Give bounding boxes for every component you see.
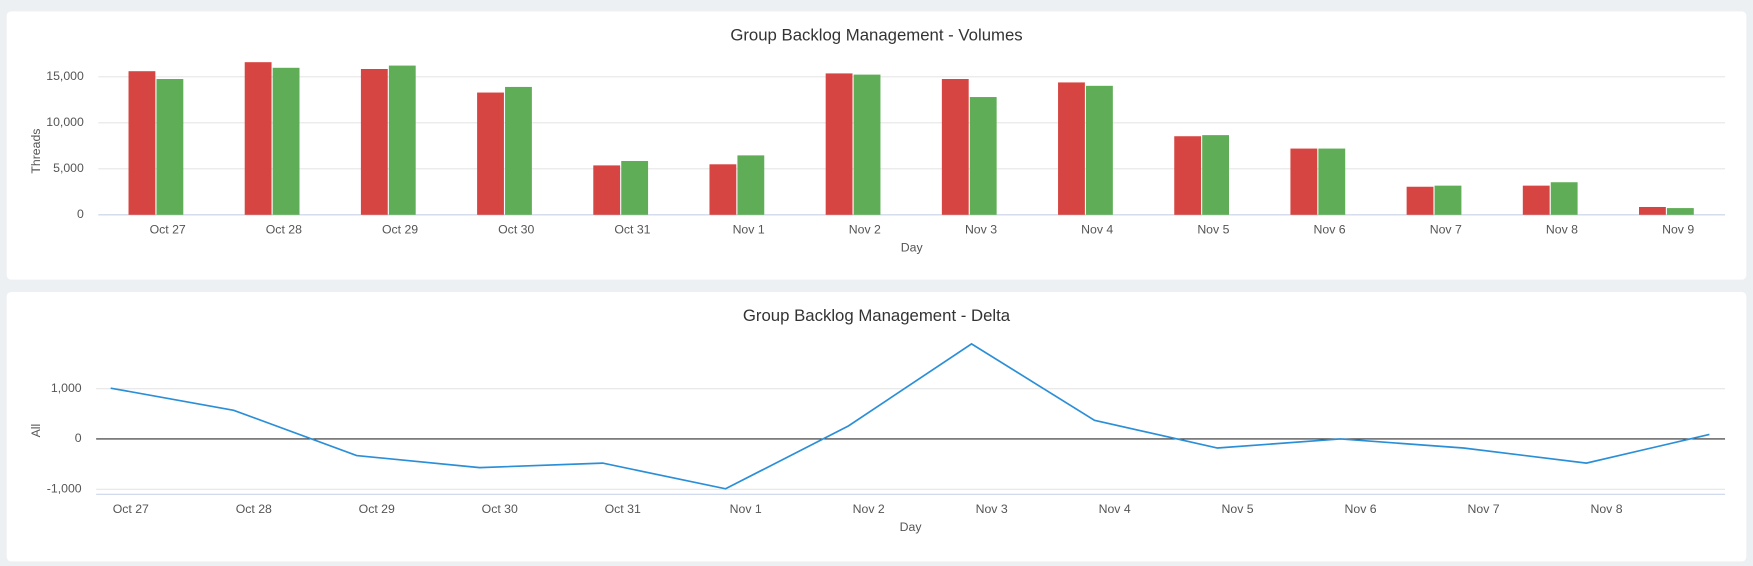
- bar: [1550, 182, 1578, 215]
- bar: [1639, 206, 1666, 215]
- bar: [1522, 185, 1550, 215]
- y-axis-title: Threads: [29, 129, 43, 174]
- x-tick-label: Nov 3: [976, 502, 1008, 516]
- x-tick-label: Oct 30: [482, 502, 518, 516]
- x-tick-label: Nov 9: [1662, 223, 1694, 237]
- chart-title: Group Backlog Management - Volumes: [730, 25, 1022, 44]
- line: [110, 342, 1710, 490]
- y-tick-label: 1,000: [51, 381, 82, 395]
- x-tick-label: Nov 5: [1197, 223, 1229, 237]
- bar: [244, 62, 272, 215]
- bar: [505, 86, 532, 215]
- x-axis-title: Day: [900, 520, 923, 534]
- x-tick-label: Nov 6: [1314, 223, 1346, 237]
- bar: [1202, 135, 1230, 215]
- x-tick-label: Oct 28: [236, 502, 272, 516]
- bar: [737, 155, 765, 215]
- bar: [853, 74, 881, 215]
- bar: [825, 73, 853, 215]
- x-tick-label: Nov 4: [1099, 502, 1131, 516]
- x-tick-label: Oct 29: [359, 502, 395, 516]
- bar: [593, 165, 621, 215]
- x-tick-label: Nov 3: [965, 223, 997, 237]
- x-tick-label: Oct 30: [498, 223, 534, 237]
- x-tick-label: Oct 31: [614, 223, 650, 237]
- bar: [1174, 136, 1202, 215]
- bar: [360, 68, 388, 215]
- x-axis-title: Day: [901, 241, 924, 255]
- x-tick-label: Nov 2: [853, 502, 885, 516]
- x-tick-label: Nov 8: [1590, 502, 1622, 516]
- y-tick-label: 10,000: [46, 115, 84, 129]
- bar: [1666, 208, 1694, 215]
- bar: [477, 92, 504, 215]
- bar: [1406, 186, 1434, 215]
- x-tick-label: Oct 31: [605, 502, 641, 516]
- chart-title: Group Backlog Management - Delta: [743, 306, 1011, 325]
- x-tick-label: Nov 1: [733, 223, 765, 237]
- bar: [272, 67, 300, 215]
- bar: [621, 160, 649, 215]
- x-tick-label: Nov 4: [1081, 223, 1113, 237]
- x-tick-label: Nov 1: [730, 502, 762, 516]
- bar: [388, 65, 416, 215]
- bar: [1290, 148, 1318, 215]
- x-tick-label: Oct 27: [150, 223, 186, 237]
- y-tick-label: -1,000: [47, 482, 82, 496]
- x-tick-label: Nov 5: [1222, 502, 1254, 516]
- x-tick-label: Nov 2: [849, 223, 881, 237]
- bar: [941, 79, 969, 215]
- bar: [156, 79, 184, 215]
- x-tick-label: Nov 8: [1546, 223, 1578, 237]
- x-tick-label: Nov 7: [1468, 502, 1500, 516]
- bar: [128, 71, 156, 215]
- bar: [969, 97, 997, 215]
- bar: [1058, 82, 1085, 215]
- y-axis-title: All: [29, 424, 43, 438]
- bar: [709, 164, 737, 215]
- x-tick-label: Nov 6: [1345, 502, 1377, 516]
- y-tick-label: 15,000: [46, 69, 84, 83]
- bar: [1434, 185, 1462, 215]
- y-tick-label: 5,000: [53, 161, 84, 175]
- x-tick-label: Oct 27: [113, 502, 149, 516]
- y-tick-label: 0: [75, 431, 82, 445]
- y-tick-label: 0: [77, 207, 84, 221]
- bar: [1086, 85, 1113, 215]
- panel: [6, 291, 1747, 562]
- x-tick-label: Oct 29: [382, 223, 418, 237]
- bar: [1318, 148, 1346, 215]
- x-tick-label: Nov 7: [1430, 223, 1462, 237]
- x-tick-label: Oct 28: [266, 223, 302, 237]
